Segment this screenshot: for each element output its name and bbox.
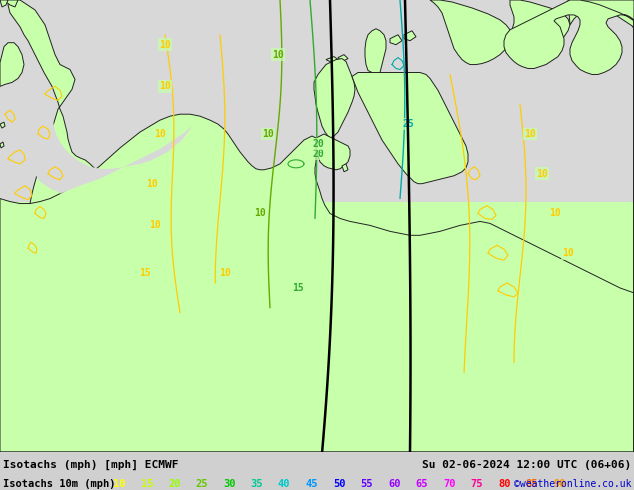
Text: 50: 50	[333, 479, 346, 489]
Text: 30: 30	[223, 479, 235, 489]
Text: 70: 70	[443, 479, 455, 489]
Polygon shape	[0, 0, 8, 7]
Text: 15: 15	[139, 268, 151, 278]
Polygon shape	[77, 0, 116, 54]
Polygon shape	[390, 35, 402, 45]
Text: 10: 10	[536, 169, 548, 179]
Text: Su 02-06-2024 12:00 UTC (06+06): Su 02-06-2024 12:00 UTC (06+06)	[422, 460, 631, 470]
Text: 10: 10	[524, 129, 536, 139]
Text: 10: 10	[272, 49, 284, 60]
Text: 20: 20	[312, 139, 324, 149]
Polygon shape	[326, 57, 338, 63]
Text: 10: 10	[154, 129, 166, 139]
Text: 10: 10	[262, 129, 274, 139]
Text: Isotachs 10m (mph): Isotachs 10m (mph)	[3, 479, 115, 489]
Text: 10: 10	[549, 208, 561, 219]
Polygon shape	[365, 29, 386, 73]
Bar	[0, 201, 634, 452]
Polygon shape	[430, 0, 512, 65]
Text: 40: 40	[278, 479, 290, 489]
Text: 20: 20	[312, 149, 324, 159]
Text: 90: 90	[553, 479, 566, 489]
Text: 15: 15	[141, 479, 153, 489]
Polygon shape	[404, 31, 416, 41]
Polygon shape	[352, 73, 468, 184]
Text: 10: 10	[159, 81, 171, 91]
Text: 10: 10	[113, 479, 126, 489]
Text: Isotachs (mph) [mph] ECMWF: Isotachs (mph) [mph] ECMWF	[3, 460, 179, 470]
Polygon shape	[338, 54, 348, 62]
Text: 25: 25	[402, 119, 414, 129]
Polygon shape	[0, 122, 5, 128]
Polygon shape	[568, 0, 634, 21]
Text: 65: 65	[415, 479, 428, 489]
Text: 10: 10	[149, 220, 161, 230]
Polygon shape	[342, 164, 348, 172]
Text: 10: 10	[159, 40, 171, 49]
Text: 45: 45	[306, 479, 318, 489]
Polygon shape	[0, 43, 24, 86]
Text: 75: 75	[470, 479, 483, 489]
Polygon shape	[315, 134, 350, 170]
Text: 60: 60	[388, 479, 401, 489]
Text: 10: 10	[254, 208, 266, 219]
Polygon shape	[510, 0, 570, 52]
Polygon shape	[8, 0, 95, 315]
Polygon shape	[0, 114, 634, 452]
Text: 25: 25	[195, 479, 208, 489]
Text: ©weatheronline.co.uk: ©weatheronline.co.uk	[514, 479, 631, 489]
Text: 55: 55	[361, 479, 373, 489]
Text: 35: 35	[250, 479, 263, 489]
Polygon shape	[0, 142, 4, 148]
Polygon shape	[504, 0, 634, 452]
Text: 15: 15	[292, 283, 304, 293]
Text: 10: 10	[562, 248, 574, 258]
Text: 10: 10	[219, 268, 231, 278]
Text: 85: 85	[526, 479, 538, 489]
Text: 20: 20	[168, 479, 181, 489]
Polygon shape	[30, 116, 195, 194]
Text: 80: 80	[498, 479, 510, 489]
Polygon shape	[314, 59, 355, 138]
Polygon shape	[5, 0, 18, 7]
Text: 10: 10	[146, 179, 158, 189]
Polygon shape	[568, 0, 634, 29]
